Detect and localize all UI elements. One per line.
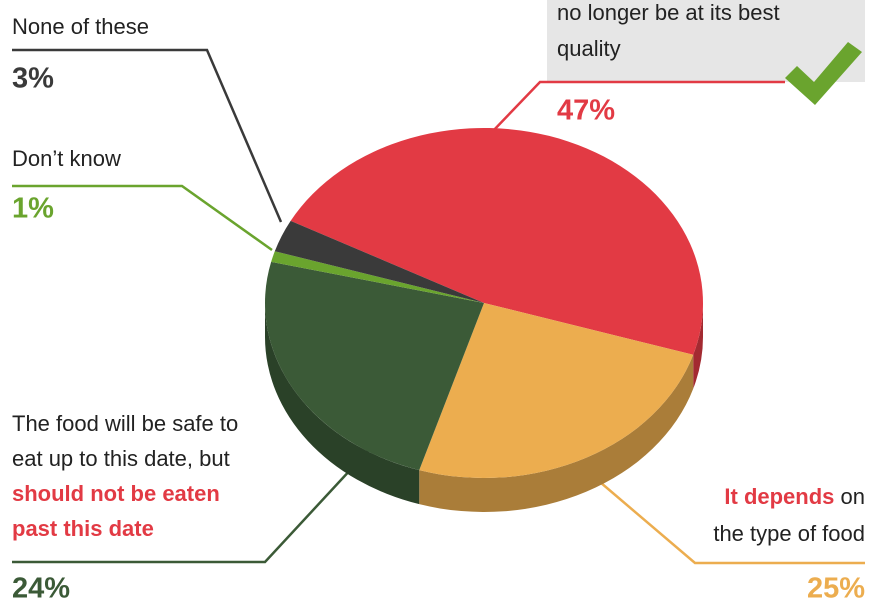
value-label: 1% [12,193,54,225]
check-mark [785,42,862,105]
category-label: past this date [12,516,154,541]
slice-side [419,354,694,512]
category-label: It depends on [724,484,865,509]
slice [290,128,703,355]
leader-lines [12,48,865,565]
value-label: 47% [557,95,615,127]
category-label: the type of food [713,521,865,546]
slice [264,261,484,471]
category-label: no longer be at its best [557,0,780,25]
leader-line [12,184,273,252]
value-label: 3% [12,63,54,95]
pie [264,128,703,512]
category-label: eat up to this date, but [12,446,230,471]
leader-line [12,439,379,564]
value-label: 24% [12,573,70,605]
leader-line [491,80,785,133]
label-run: quality [557,36,621,61]
label-run: the type of food [713,521,865,546]
slice [274,220,484,303]
slice [271,251,484,303]
category-label: quality [557,36,621,61]
label-run: on [834,484,865,509]
category-label: None of these [12,14,149,39]
label-box [547,0,865,82]
labels: no longer be at its best quality 47% It dep… [12,0,865,605]
label-run: should not be eaten [12,481,220,506]
slice [419,303,694,478]
slice-side [265,303,420,505]
label-run: The food will be safe to [12,411,238,436]
label-run: None of these [12,14,149,39]
label-run: eat up to this date, but [12,446,230,471]
value-label: 25% [807,573,865,605]
label-run: Don’t know [12,146,121,171]
category-label: Don’t know [12,146,121,171]
label-run: It depends [724,484,834,509]
slice-side [693,303,703,389]
category-label: should not be eaten [12,481,220,506]
label-run: no longer be at its best [557,0,780,25]
label-run: past this date [12,516,154,541]
leader-line [12,48,283,223]
leader-line [579,464,865,565]
category-label: The food will be safe to [12,411,238,436]
